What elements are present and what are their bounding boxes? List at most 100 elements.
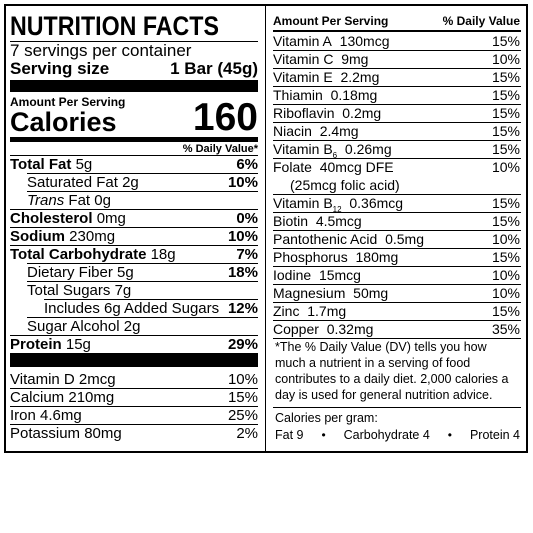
mineral-row: Iron 4.6mg 25% — [10, 407, 258, 424]
nutrient-name: Saturated Fat — [27, 174, 118, 191]
mineral-label: Calcium 210mg — [10, 389, 114, 406]
nutrient-row: Phosphorus 180mg 15% — [273, 249, 520, 266]
footnote-line: *The % Daily Value (DV) tells you how — [275, 340, 487, 354]
nutrient-label: Biotin 4.5mcg — [273, 213, 362, 230]
nutrient-label: Iodine 15mcg — [273, 267, 361, 284]
nutrient-dv: 12% — [227, 300, 258, 317]
footnote-line: contributes to a daily diet. 2,000 calor… — [275, 372, 509, 386]
separator — [27, 191, 258, 192]
nutrient-amount: 0mg — [96, 210, 126, 227]
nutrient-dv: 10% — [491, 51, 520, 67]
nutrient-amount: 2.2mg — [340, 69, 380, 85]
mineral-row: Potassium 80mg 2% — [10, 425, 258, 442]
nutrient-row: Trans Fat 0g — [27, 192, 258, 209]
separator — [273, 248, 521, 249]
nutrient-name: Total Fat — [10, 156, 72, 173]
nutrient-amount: 15mcg — [318, 267, 361, 283]
calories-amount-label: Amount Per Serving — [10, 95, 126, 109]
nutrient-dv: 10% — [491, 231, 520, 247]
nutrient-row: Niacin 2.4mg 15% — [273, 123, 520, 140]
nutrient-dv: 15% — [491, 213, 520, 229]
nutrient-name: Vitamin C — [273, 51, 334, 67]
separator — [10, 227, 258, 228]
nutrient-label: Magnesium 50mg — [273, 285, 388, 302]
separator — [10, 245, 258, 246]
nutrient-dv: 29% — [227, 336, 258, 353]
nutrient-row: Includes 6g Added Sugars 12% — [44, 300, 258, 317]
nutrient-row: Copper 0.32mg 35% — [273, 321, 520, 338]
separator — [273, 158, 521, 159]
nutrient-name: Vitamin A — [273, 33, 332, 49]
nutrient-amount: 2g — [123, 318, 141, 335]
nutrient-name: Includes 6g Added Sugars — [44, 300, 220, 317]
separator — [273, 230, 521, 231]
nutrient-row: Thiamin 0.18mg 15% — [273, 87, 520, 104]
nutrient-label: Vitamin B6 0.26mg — [273, 141, 392, 164]
nutrient-label: Folate 40mcg DFE — [273, 159, 394, 176]
nutrient-dv: 0% — [236, 210, 258, 227]
nutrient-name: Vitamin B — [273, 141, 333, 157]
nutrient-label: Thiamin 0.18mg — [273, 87, 377, 104]
nutrient-label: Vitamin A 130mcg — [273, 33, 389, 50]
calories-per-gram-item: Fat 9 — [275, 427, 304, 442]
nutrient-label: Includes 6g Added Sugars — [44, 300, 219, 317]
mineral-dv: 25% — [227, 407, 258, 424]
footnote-line: much a nutrient in a serving of food — [275, 356, 471, 370]
nutrient-name: Sugar Alcohol — [27, 318, 120, 335]
nutrient-amount: 15g — [65, 336, 91, 353]
mineral-dv: 15% — [227, 389, 258, 406]
label-border — [4, 4, 528, 453]
nutrient-dv: 18% — [227, 264, 258, 281]
nutrient-dv: 6% — [236, 156, 258, 173]
separator — [273, 284, 521, 285]
nutrient-amount: 5g — [75, 156, 93, 173]
separator — [44, 299, 258, 300]
nutrient-label: Total Fat 5g — [10, 156, 92, 173]
separator — [273, 320, 521, 321]
nutrient-label: Saturated Fat 2g — [27, 174, 139, 191]
nutrient-label: Zinc 1.7mg — [273, 303, 346, 320]
nutrient-dv: 10% — [227, 174, 258, 191]
nutrient-label: Trans Fat 0g — [27, 192, 111, 209]
nutrient-amount: 180mg — [355, 249, 399, 265]
nutrient-dv: 15% — [491, 87, 520, 103]
nutrient-dv: 15% — [491, 105, 520, 121]
nutrient-subscript: 6 — [332, 150, 338, 160]
nutrient-name: Riboflavin — [273, 105, 335, 121]
nutrient-name-italic: Trans — [27, 192, 65, 209]
separator — [27, 173, 258, 174]
nutrient-row: Cholesterol 0mg 0% — [10, 210, 258, 227]
mineral-name: Vitamin D — [10, 371, 75, 388]
mineral-amount: 80mg — [84, 425, 122, 442]
nutrient-name: Cholesterol — [10, 210, 93, 227]
dv-label: % Daily Value — [442, 13, 520, 28]
nutrient-label: Copper 0.32mg — [273, 321, 373, 338]
nutrient-name: Zinc — [273, 303, 300, 319]
nutrient-amount: 0.5mg — [385, 231, 424, 247]
nutrient-label: Cholesterol 0mg — [10, 210, 126, 227]
mineral-label: Vitamin D 2mcg — [10, 371, 116, 388]
column-divider — [265, 6, 266, 451]
separator — [273, 86, 521, 87]
nutrient-dv: 35% — [491, 321, 520, 337]
nutrient-row: Sugar Alcohol 2g — [27, 318, 258, 335]
nutrient-label: Riboflavin 0.2mg — [273, 105, 381, 122]
line — [10, 41, 258, 42]
nutrient-amount: 5g — [117, 264, 134, 281]
nutrient-dv: 15% — [491, 195, 520, 211]
nutrient-label: Vitamin B12 0.36mcg — [273, 195, 403, 218]
medium-bar — [10, 137, 258, 142]
separator — [273, 212, 521, 213]
nutrient-amount: 0.32mg — [326, 321, 374, 337]
separator — [273, 338, 521, 339]
separator — [273, 194, 521, 195]
separator — [273, 266, 521, 267]
nutrient-row: Total Fat 5g 6% — [10, 156, 258, 173]
nutrient-name: Fat — [68, 192, 91, 209]
separator — [273, 407, 521, 408]
separator — [273, 122, 521, 123]
bullet: • — [447, 427, 452, 442]
nutrient-row: Saturated Fat 2g 10% — [27, 174, 258, 191]
amount-per-serving: Amount Per Serving — [273, 13, 389, 28]
